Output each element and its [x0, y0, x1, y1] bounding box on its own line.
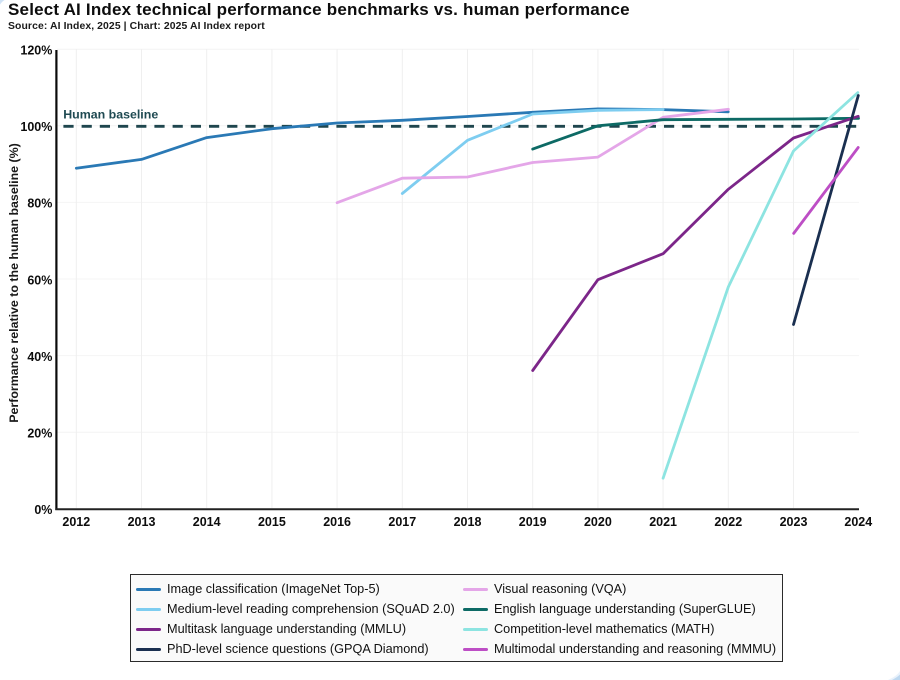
- svg-text:Human baseline: Human baseline: [63, 107, 158, 121]
- svg-text:0%: 0%: [34, 503, 52, 517]
- svg-text:120%: 120%: [20, 44, 52, 58]
- svg-text:2019: 2019: [519, 515, 547, 529]
- svg-text:2018: 2018: [454, 515, 482, 529]
- svg-text:2017: 2017: [388, 515, 416, 529]
- svg-text:20%: 20%: [27, 427, 52, 441]
- svg-text:Performance relative to the hu: Performance relative to the human baseli…: [7, 143, 21, 423]
- svg-text:2015: 2015: [258, 515, 286, 529]
- svg-text:60%: 60%: [27, 273, 52, 287]
- svg-text:2023: 2023: [780, 515, 808, 529]
- svg-text:2022: 2022: [714, 515, 742, 529]
- svg-text:2024: 2024: [844, 515, 872, 529]
- svg-text:40%: 40%: [27, 350, 52, 364]
- svg-text:2016: 2016: [323, 515, 351, 529]
- svg-text:2013: 2013: [128, 515, 156, 529]
- svg-text:100%: 100%: [20, 120, 52, 134]
- svg-text:2014: 2014: [193, 515, 221, 529]
- svg-text:80%: 80%: [27, 197, 52, 211]
- svg-text:2020: 2020: [584, 515, 612, 529]
- svg-text:2012: 2012: [62, 515, 90, 529]
- svg-text:2021: 2021: [649, 515, 677, 529]
